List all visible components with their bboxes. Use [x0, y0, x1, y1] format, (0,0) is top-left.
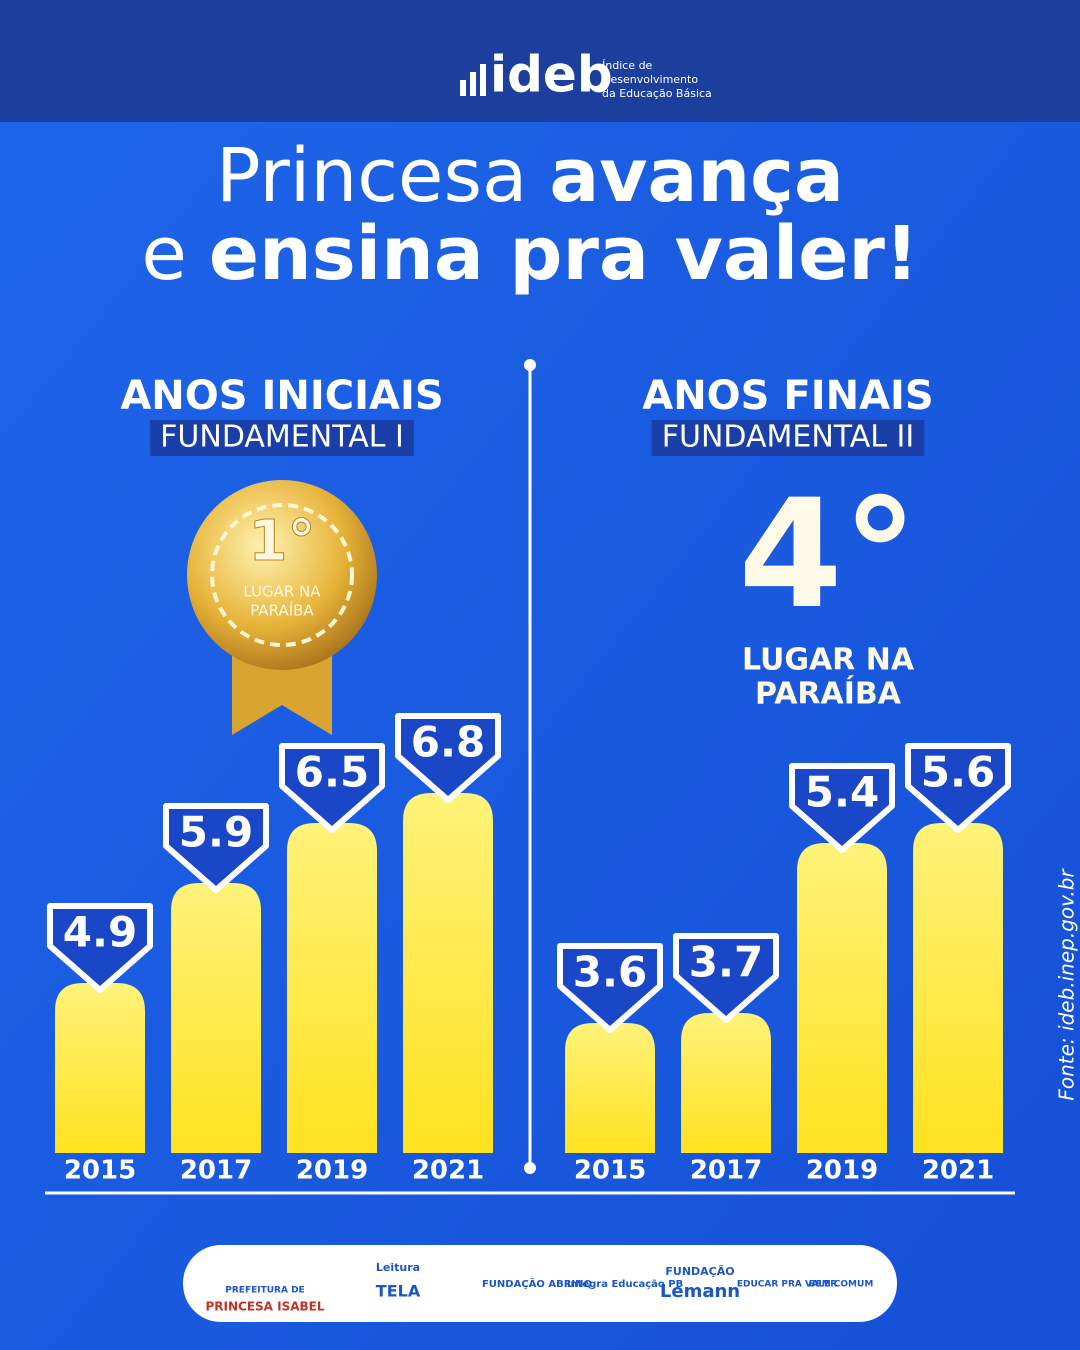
- rank: 1°: [249, 509, 316, 574]
- rank-caption: LUGAR NA: [742, 643, 915, 678]
- rank-caption: LUGAR NA: [243, 583, 321, 601]
- value-label: 5.6: [921, 748, 995, 797]
- x-tick-label: 2021: [412, 1156, 484, 1186]
- footer-logo-text: FUNDAÇÃO ABRINQ: [482, 1277, 592, 1290]
- medal: 1° LUGAR NA PARAÍBA: [187, 480, 377, 735]
- bar: [403, 793, 493, 1153]
- x-tick-label: 2019: [296, 1156, 368, 1186]
- value-badge: [47, 903, 153, 993]
- title-part: Princesa: [216, 133, 527, 219]
- logo-caption: da Educação Básica: [602, 87, 712, 100]
- bar: [287, 823, 377, 1153]
- value-label: 6.8: [411, 718, 485, 767]
- bar: [171, 883, 261, 1153]
- rank-caption: PARAÍBA: [755, 676, 902, 712]
- value-label: 3.6: [573, 948, 647, 997]
- rank: 4°: [738, 468, 917, 642]
- title: Princesa avança: [216, 133, 844, 219]
- source: Fonte: ideb.inep.gov.br: [1055, 868, 1079, 1101]
- footer-logo-text: TELA: [376, 1282, 421, 1301]
- footer-logos: PREFEITURA DE PRINCESA ISABEL Leitura TELA F…: [205, 1261, 873, 1314]
- value-badge: [905, 743, 1011, 833]
- value-label: 3.7: [689, 938, 763, 987]
- logo-caption: Índice de: [602, 59, 653, 72]
- title-part: avança: [549, 133, 844, 219]
- footer-logo-text: FUNDAÇÃO: [665, 1265, 734, 1278]
- value-badge: [279, 743, 385, 833]
- x-tick-label: 2017: [690, 1156, 762, 1186]
- chart-title: ANOS INICIAIS: [120, 373, 443, 419]
- title-part: e: [141, 211, 187, 297]
- footer-logo-text: PRINCESA ISABEL: [205, 1300, 324, 1314]
- value-label: 4.9: [63, 908, 137, 957]
- value-badge: [395, 713, 501, 803]
- x-tick-label: 2015: [574, 1156, 646, 1186]
- x-tick-label: 2019: [806, 1156, 878, 1186]
- x-tick-label: 2015: [64, 1156, 136, 1186]
- subtitle-box: [651, 420, 925, 456]
- footer-logo-text: Leitura: [376, 1261, 420, 1274]
- footer-logo-text: Integra Educação PB: [567, 1279, 683, 1290]
- logo-text: ideb: [490, 46, 613, 104]
- rank-caption: PARAÍBA: [250, 601, 314, 620]
- subtitle-box: [150, 420, 414, 456]
- header-band: [0, 0, 1080, 122]
- value-badge: [163, 803, 269, 893]
- bar: [681, 1013, 771, 1153]
- footer-logo-text: PREFEITURA DE: [225, 1286, 304, 1296]
- value-label: 5.9: [179, 808, 253, 857]
- title: e ensina pra valer!: [141, 211, 918, 297]
- chart-subtitle: FUNDAMENTAL I: [160, 420, 404, 455]
- bar: [55, 983, 145, 1153]
- ideb-logo: ideb Índice de Desenvolvimento da Educaç…: [460, 46, 712, 104]
- footer-logo-text: EDUCAR PRA VALER: [737, 1280, 837, 1290]
- bar: [797, 843, 887, 1153]
- bar: [565, 1023, 655, 1153]
- footer-logo-text: BEM COMUM: [809, 1280, 874, 1290]
- value-badge: [557, 943, 663, 1033]
- divider-dot: [524, 1162, 536, 1174]
- title-part: ensina pra valer!: [209, 211, 919, 297]
- value-badge: [673, 933, 779, 1023]
- footer-bar: [183, 1245, 897, 1322]
- x-tick-label: 2017: [180, 1156, 252, 1186]
- value-label: 6.5: [295, 748, 369, 797]
- logo-caption: Desenvolvimento: [602, 73, 698, 86]
- divider-dot: [524, 359, 536, 371]
- bar: [913, 823, 1003, 1153]
- chart-subtitle: FUNDAMENTAL II: [662, 420, 915, 455]
- value-badge: [789, 763, 895, 853]
- value-label: 5.4: [805, 768, 879, 817]
- chart-title: ANOS FINAIS: [642, 373, 934, 419]
- footer-logo-text: Lemann: [660, 1281, 740, 1302]
- x-tick-label: 2021: [922, 1156, 994, 1186]
